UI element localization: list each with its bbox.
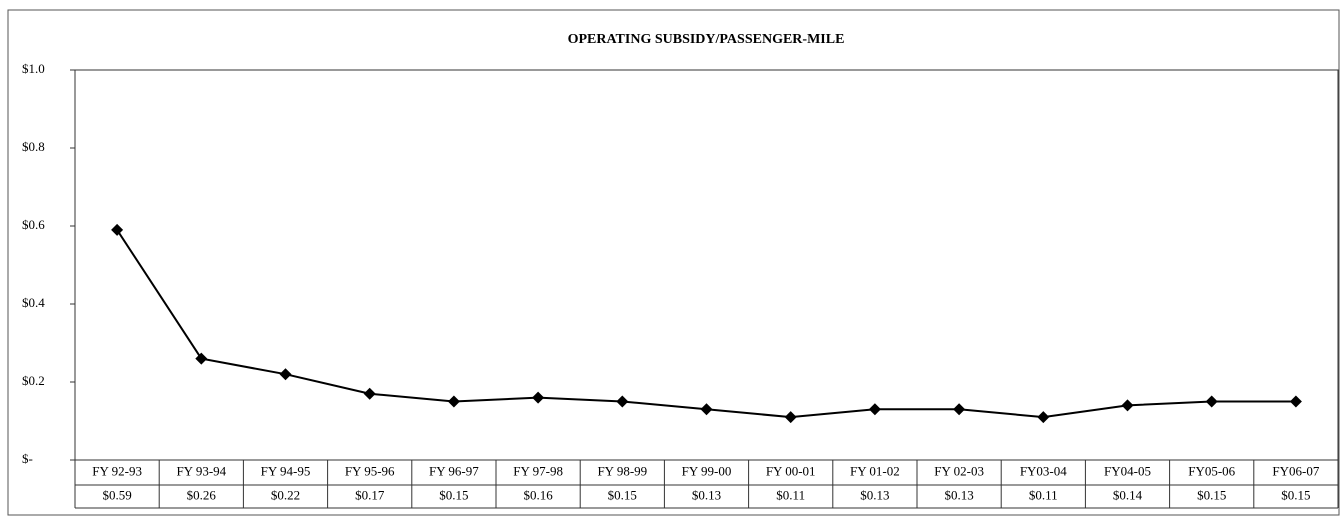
chart-border	[7, 9, 1340, 516]
y-tick-label: $-	[22, 451, 33, 466]
marker	[447, 395, 460, 408]
data-label: $0.15	[439, 487, 468, 502]
y-tick-label: $0.2	[22, 373, 45, 388]
data-label: $0.15	[1197, 487, 1226, 502]
marker	[279, 368, 292, 381]
marker	[953, 403, 966, 416]
x-tick-label: FY05-06	[1188, 463, 1235, 478]
x-tick-label: FY 99-00	[682, 463, 732, 478]
x-tick-label: FY04-05	[1104, 463, 1151, 478]
marker	[616, 395, 629, 408]
marker	[1121, 399, 1134, 412]
data-label: $0.11	[1029, 487, 1058, 502]
x-tick-label: FY 93-94	[176, 463, 226, 478]
marker	[363, 387, 376, 400]
data-label: $0.15	[608, 487, 637, 502]
marker	[1289, 395, 1302, 408]
plot-area	[74, 69, 1339, 461]
marker	[1205, 395, 1218, 408]
x-tick-label: FY 02-03	[934, 463, 984, 478]
data-label: $0.14	[1113, 487, 1143, 502]
x-tick-label: FY 00-01	[766, 463, 816, 478]
y-tick-label: $1.0	[22, 61, 45, 76]
data-label: $0.17	[355, 487, 385, 502]
x-tick-label: FY 92-93	[92, 463, 142, 478]
marker	[1037, 411, 1050, 424]
x-tick-label: FY 95-96	[345, 463, 395, 478]
x-tick-label: FY 94-95	[261, 463, 311, 478]
y-tick-label: $0.4	[22, 295, 45, 310]
y-tick-label: $0.8	[22, 139, 45, 154]
marker	[532, 391, 545, 404]
data-label: $0.13	[944, 487, 973, 502]
x-tick-label: FY 96-97	[429, 463, 479, 478]
y-tick-label: $0.6	[22, 217, 45, 232]
data-label: $0.11	[776, 487, 805, 502]
x-tick-label: FY03-04	[1020, 463, 1067, 478]
data-label: $0.16	[523, 487, 553, 502]
x-tick-label: FY06-07	[1272, 463, 1319, 478]
x-tick-label: FY 01-02	[850, 463, 900, 478]
marker	[868, 403, 881, 416]
marker	[784, 411, 797, 424]
marker	[700, 403, 713, 416]
data-label: $0.26	[187, 487, 217, 502]
data-label: $0.13	[860, 487, 889, 502]
data-label: $0.22	[271, 487, 300, 502]
chart-title: OPERATING SUBSIDY/PASSENGER-MILE	[568, 32, 845, 47]
data-label: $0.59	[102, 487, 131, 502]
x-tick-label: FY 97-98	[513, 463, 563, 478]
data-label: $0.15	[1281, 487, 1310, 502]
data-label: $0.13	[692, 487, 721, 502]
x-tick-label: FY 98-99	[597, 463, 647, 478]
marker	[195, 352, 208, 365]
marker	[111, 223, 124, 236]
line	[116, 229, 1296, 419]
